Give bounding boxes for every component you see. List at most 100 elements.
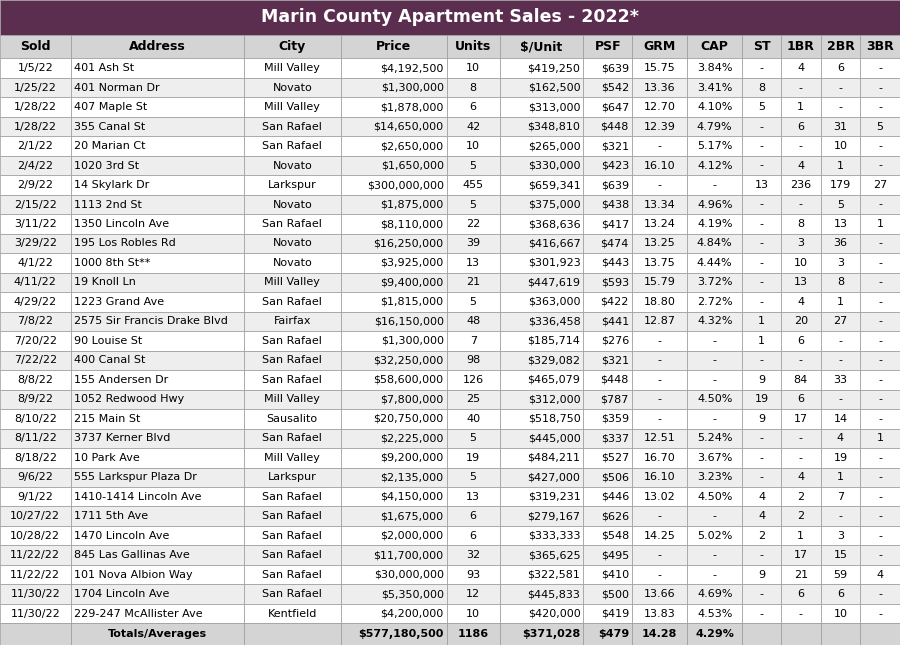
Text: -: - bbox=[760, 609, 763, 619]
Bar bbox=[244, 623, 341, 645]
Text: $368,636: $368,636 bbox=[527, 219, 580, 229]
Bar bbox=[244, 331, 341, 351]
Text: $593: $593 bbox=[601, 277, 629, 288]
Text: PSF: PSF bbox=[594, 40, 621, 53]
Bar bbox=[583, 233, 632, 253]
Bar bbox=[742, 546, 781, 565]
Bar bbox=[70, 97, 244, 117]
Text: 229-247 McAllister Ave: 229-247 McAllister Ave bbox=[74, 609, 202, 619]
Text: 59: 59 bbox=[833, 570, 848, 580]
Bar bbox=[860, 409, 900, 428]
Text: 1: 1 bbox=[758, 336, 765, 346]
Bar bbox=[632, 156, 687, 175]
Text: 13: 13 bbox=[466, 258, 481, 268]
Bar bbox=[0, 97, 70, 117]
Bar bbox=[341, 253, 446, 273]
Text: 3: 3 bbox=[797, 239, 805, 248]
Text: $2,135,000: $2,135,000 bbox=[381, 472, 444, 482]
Text: $443: $443 bbox=[600, 258, 629, 268]
Bar bbox=[341, 273, 446, 292]
Text: -: - bbox=[878, 317, 882, 326]
Bar bbox=[687, 565, 742, 584]
Text: 3.67%: 3.67% bbox=[697, 453, 733, 462]
Bar bbox=[500, 156, 583, 175]
Text: $16,250,000: $16,250,000 bbox=[374, 239, 444, 248]
Text: $659,341: $659,341 bbox=[527, 180, 580, 190]
Bar bbox=[0, 390, 70, 409]
Bar bbox=[70, 253, 244, 273]
Bar bbox=[583, 195, 632, 214]
Bar bbox=[0, 214, 70, 233]
Bar bbox=[500, 59, 583, 78]
Text: 3.72%: 3.72% bbox=[697, 277, 733, 288]
Text: 14.28: 14.28 bbox=[642, 629, 677, 639]
Text: 7/8/22: 7/8/22 bbox=[17, 317, 53, 326]
Bar bbox=[244, 604, 341, 623]
Bar bbox=[446, 506, 500, 526]
Text: $448: $448 bbox=[600, 122, 629, 132]
Bar bbox=[821, 526, 860, 546]
Bar bbox=[583, 156, 632, 175]
Bar bbox=[446, 136, 500, 156]
Text: Novato: Novato bbox=[273, 83, 312, 93]
Text: 90 Louise St: 90 Louise St bbox=[74, 336, 142, 346]
Text: 32: 32 bbox=[466, 550, 481, 560]
Text: 19: 19 bbox=[754, 394, 769, 404]
Bar bbox=[781, 506, 821, 526]
Bar bbox=[0, 78, 70, 97]
Text: GRM: GRM bbox=[644, 40, 676, 53]
Bar bbox=[446, 253, 500, 273]
Bar bbox=[781, 156, 821, 175]
Bar bbox=[341, 175, 446, 195]
Bar bbox=[583, 175, 632, 195]
Text: 42: 42 bbox=[466, 122, 481, 132]
Text: 2BR: 2BR bbox=[826, 40, 854, 53]
Bar bbox=[244, 136, 341, 156]
Text: 14.25: 14.25 bbox=[644, 531, 676, 541]
Bar bbox=[742, 370, 781, 390]
Bar bbox=[446, 195, 500, 214]
Bar bbox=[821, 253, 860, 273]
Bar bbox=[0, 331, 70, 351]
Bar bbox=[860, 117, 900, 136]
Bar bbox=[244, 312, 341, 331]
Bar bbox=[821, 370, 860, 390]
Bar bbox=[446, 409, 500, 428]
Text: -: - bbox=[878, 453, 882, 462]
Text: 8: 8 bbox=[470, 83, 477, 93]
Bar bbox=[632, 623, 687, 645]
Text: $527: $527 bbox=[600, 453, 629, 462]
Text: 10 Park Ave: 10 Park Ave bbox=[74, 453, 140, 462]
Bar bbox=[500, 487, 583, 506]
Bar bbox=[0, 370, 70, 390]
Text: Novato: Novato bbox=[273, 258, 312, 268]
Text: 4.50%: 4.50% bbox=[697, 491, 733, 502]
Bar bbox=[742, 233, 781, 253]
Bar bbox=[341, 78, 446, 97]
Text: -: - bbox=[878, 199, 882, 210]
Text: 6: 6 bbox=[797, 394, 805, 404]
Bar bbox=[446, 448, 500, 468]
Bar bbox=[781, 409, 821, 428]
Text: 4.29%: 4.29% bbox=[696, 629, 734, 639]
Bar bbox=[821, 78, 860, 97]
Text: 84: 84 bbox=[794, 375, 808, 385]
Bar bbox=[687, 370, 742, 390]
Bar bbox=[500, 312, 583, 331]
Bar bbox=[860, 565, 900, 584]
Text: -: - bbox=[878, 83, 882, 93]
Bar bbox=[781, 59, 821, 78]
Bar bbox=[632, 195, 687, 214]
Bar bbox=[632, 253, 687, 273]
Text: 155 Andersen Dr: 155 Andersen Dr bbox=[74, 375, 167, 385]
Text: 1020 3rd St: 1020 3rd St bbox=[74, 161, 139, 170]
Bar bbox=[500, 331, 583, 351]
Text: 8/11/22: 8/11/22 bbox=[14, 433, 57, 443]
Text: -: - bbox=[878, 277, 882, 288]
Bar bbox=[583, 370, 632, 390]
Bar bbox=[244, 117, 341, 136]
Text: -: - bbox=[713, 180, 716, 190]
Text: -: - bbox=[878, 355, 882, 365]
Text: 8/10/22: 8/10/22 bbox=[14, 414, 57, 424]
Bar bbox=[70, 623, 244, 645]
